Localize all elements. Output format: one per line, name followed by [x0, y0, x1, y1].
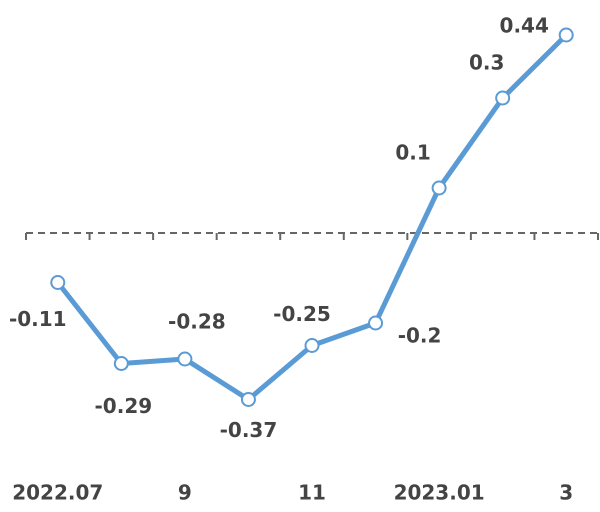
data-label: -0.25: [273, 302, 331, 326]
x-tick-label: 11: [298, 481, 326, 505]
data-label: -0.37: [220, 418, 278, 442]
marker: [304, 338, 320, 353]
data-label: -0.2: [398, 324, 442, 348]
x-tick-label: 2023.01: [394, 481, 485, 505]
x-tick-label: 9: [178, 481, 192, 505]
marker: [495, 90, 511, 106]
data-label: 0.1: [395, 141, 430, 165]
marker: [558, 27, 574, 43]
marker: [50, 275, 66, 290]
data-label: 0.3: [469, 51, 504, 75]
marker: [431, 180, 447, 196]
marker: [368, 315, 384, 331]
marker: [177, 351, 193, 367]
x-tick-label: 2022.07: [12, 481, 103, 505]
data-label: -0.28: [168, 310, 226, 334]
data-label: 0.44: [500, 14, 549, 38]
data-label: -0.11: [9, 307, 67, 331]
marker: [113, 356, 129, 371]
data-label: -0.29: [95, 394, 153, 418]
marker: [240, 392, 256, 407]
x-tick-label: 3: [559, 481, 573, 505]
